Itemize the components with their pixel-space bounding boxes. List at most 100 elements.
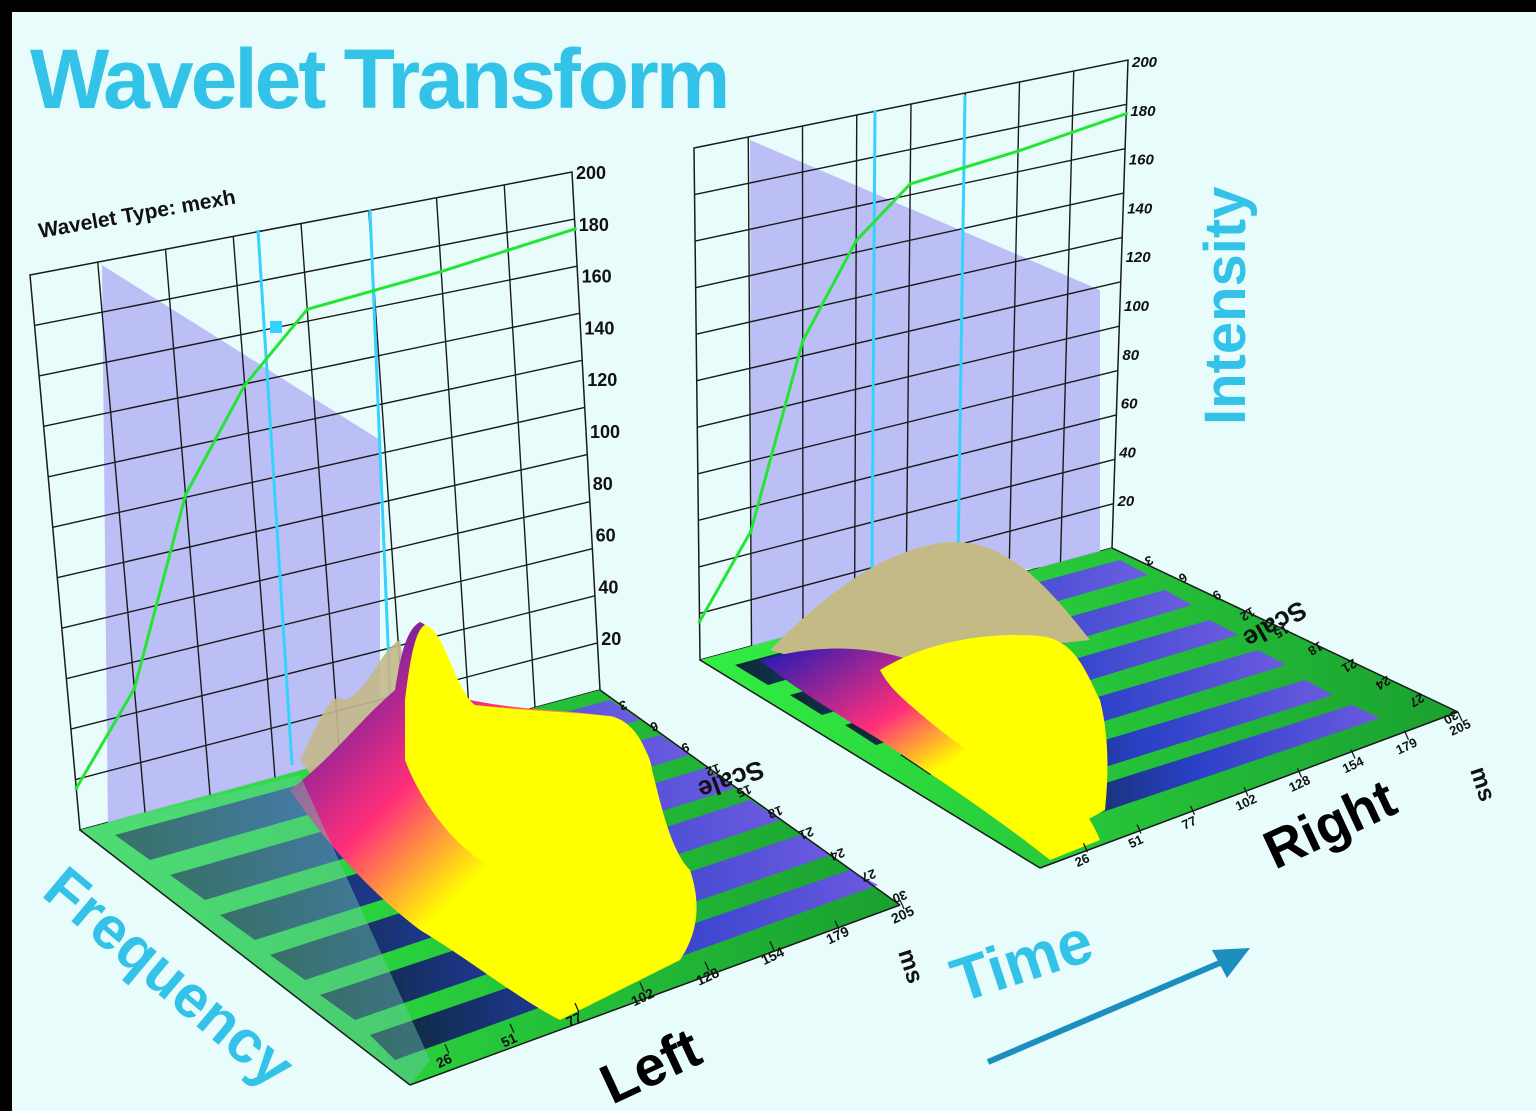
curve-point	[439, 269, 443, 274]
time-tick	[1189, 805, 1196, 816]
time-tick	[899, 899, 905, 910]
curve-point	[800, 339, 805, 343]
time-tick	[444, 1044, 450, 1054]
surface-front-fade	[80, 775, 430, 1085]
time-tick	[1136, 824, 1142, 834]
intensity-tick-label: 40	[1118, 444, 1136, 461]
curve-point	[962, 165, 966, 170]
intensity-tick-label: 200	[1131, 54, 1158, 71]
curve-point	[242, 383, 247, 387]
time-tick-label: 51	[1126, 832, 1145, 852]
grid-line-vertical	[164, 249, 211, 796]
scale-tick-label: 9	[679, 739, 691, 756]
intensity-tick-label: 60	[1121, 396, 1138, 413]
intensity-tick-label: 20	[601, 629, 621, 649]
scale-tick-label: 21	[797, 824, 816, 843]
time-tick-label: 26	[1072, 850, 1091, 870]
curve-point	[1070, 130, 1074, 135]
curve-point	[506, 248, 510, 253]
time-tick-label: 51	[499, 1029, 520, 1050]
time-tick-label: 26	[434, 1050, 455, 1071]
curve-point	[74, 786, 79, 791]
floor-edge	[599, 689, 901, 906]
intensity-tick-label: 200	[576, 163, 606, 183]
surface-peak	[880, 635, 1108, 835]
time-tick	[639, 982, 645, 992]
grid-line-vertical	[1008, 81, 1021, 577]
intensity-tick-label: 20	[1117, 493, 1135, 510]
time-tick	[1243, 786, 1249, 797]
scale-tick-label: 30	[1441, 707, 1461, 727]
surface-peak	[405, 625, 688, 935]
intensity-tick-label: 40	[598, 577, 618, 597]
surface-ridge	[760, 648, 1100, 860]
grid-line-vertical	[853, 114, 858, 619]
intensity-tick-label: 80	[593, 474, 613, 494]
time-tick	[1403, 730, 1410, 741]
scale-tick-label: 18	[1305, 639, 1325, 659]
intensity-tick-label: 180	[579, 215, 609, 235]
grid-line-vertical	[905, 103, 912, 605]
scale-tick-label: 12	[1238, 604, 1258, 624]
time-tick-label: 77	[564, 1009, 585, 1030]
projection-plane	[102, 265, 380, 835]
scale-tick-label: 27	[1407, 690, 1427, 710]
scale-tick-label: 6	[648, 718, 660, 735]
intensity-tick-label: 100	[590, 422, 620, 442]
time-tick	[1350, 749, 1356, 759]
floor-edge	[1039, 711, 1459, 869]
grid-line-vertical	[97, 262, 146, 813]
intensity-tick-label: 140	[1127, 200, 1153, 217]
time-tick	[769, 940, 775, 951]
scale-tick-label: 24	[827, 845, 846, 864]
scale-tick-label: 12	[704, 761, 723, 780]
surface-hill-back	[770, 541, 1090, 665]
time-tick	[574, 1002, 580, 1013]
cursor-line	[870, 109, 877, 576]
time-tick	[1082, 842, 1089, 853]
grid-line-vertical	[232, 236, 276, 778]
floor-edge	[699, 659, 1041, 869]
curve-point	[573, 227, 577, 231]
time-arrow-head	[1212, 948, 1250, 978]
grid-line-vertical	[1059, 70, 1075, 563]
projection-plane	[750, 140, 1100, 655]
curve-point	[132, 686, 137, 691]
intensity-tick-label: 80	[1122, 347, 1139, 364]
scale-tick-label: 21	[1339, 656, 1359, 676]
scale-tick-label: 18	[766, 803, 785, 822]
intensity-tick-label: 160	[1129, 152, 1155, 169]
intensity-tick-label: 160	[582, 267, 612, 287]
curve-point	[305, 307, 310, 312]
intensity-tick-label: 180	[1130, 103, 1156, 120]
curve-point	[1016, 149, 1020, 153]
curve-point	[748, 529, 753, 534]
time-tick	[1457, 711, 1463, 722]
scale-tick-label: 3	[617, 697, 629, 714]
time-tick	[1296, 767, 1303, 778]
intensity-tick-label: 120	[587, 370, 617, 390]
grid-line-vertical	[435, 197, 471, 726]
time-tick	[704, 961, 710, 972]
floor-edge	[1111, 547, 1459, 713]
time-tick	[834, 920, 840, 930]
scale-tick-label: 27	[859, 866, 878, 885]
time-tick	[509, 1023, 515, 1034]
intensity-tick-label: 120	[1126, 249, 1152, 266]
scale-tick-label: 15	[735, 782, 754, 801]
grid-line-vertical	[747, 136, 753, 647]
scale-tick-label: 30	[890, 887, 909, 906]
time-arrow-line	[986, 959, 1224, 1065]
grid-line-vertical	[503, 184, 536, 708]
cursor-marker	[270, 321, 282, 333]
grid-line-vertical	[300, 223, 341, 761]
curve-point	[372, 288, 376, 293]
cursor-line	[956, 94, 967, 561]
curve-point	[1124, 111, 1129, 116]
right-plot: 2040608010012014016018020026517710212815…	[693, 54, 1501, 870]
time-tick-label: 77	[1179, 813, 1198, 833]
curve-point	[854, 238, 858, 243]
chart-title: Wavelet Transform	[30, 32, 727, 126]
intensity-label: Intensity	[1193, 187, 1258, 426]
